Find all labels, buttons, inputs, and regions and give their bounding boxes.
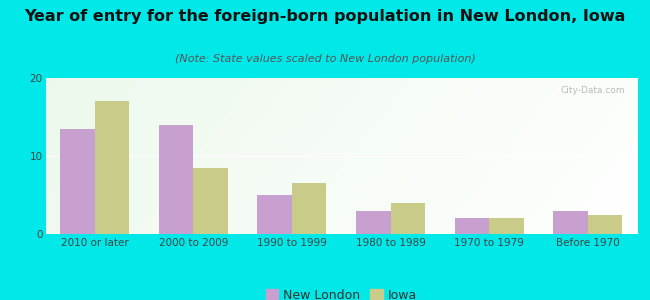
Bar: [489, 218, 524, 234]
Text: City-Data.com: City-Data.com: [560, 86, 625, 95]
Bar: [356, 211, 391, 234]
Bar: [95, 101, 129, 234]
Bar: [588, 214, 622, 234]
Bar: [553, 211, 588, 234]
Legend: New London, Iowa: New London, Iowa: [261, 284, 422, 300]
Bar: [60, 129, 95, 234]
Bar: [391, 203, 425, 234]
Bar: [292, 183, 326, 234]
Bar: [454, 218, 489, 234]
Bar: [159, 125, 194, 234]
Bar: [194, 168, 228, 234]
Text: Year of entry for the foreign-born population in New London, Iowa: Year of entry for the foreign-born popul…: [24, 9, 626, 24]
Text: (Note: State values scaled to New London population): (Note: State values scaled to New London…: [175, 54, 475, 64]
Bar: [257, 195, 292, 234]
